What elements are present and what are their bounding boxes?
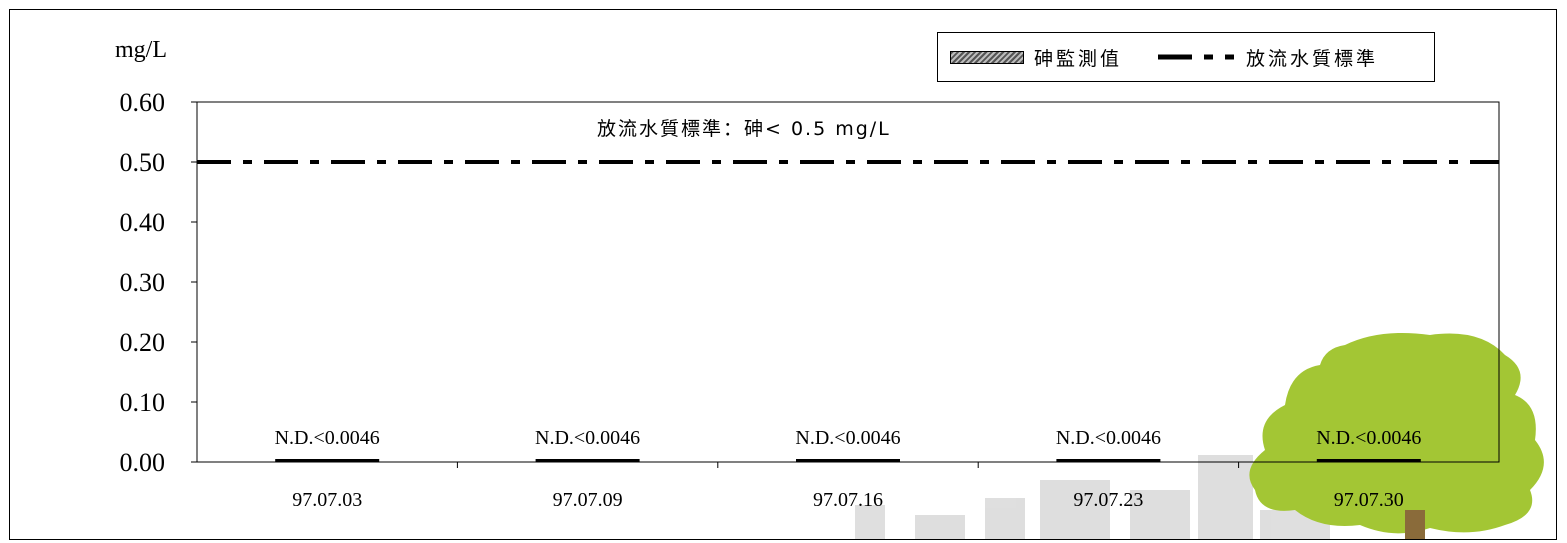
- bar: [796, 459, 900, 462]
- y-tick-label: 0.10: [120, 388, 166, 417]
- plot-area: mg/L 0.00 0.10 0.20 0.30 0.40 0.50 0.60 97.07.03…: [115, 37, 1500, 511]
- data-label: N.D.<0.0046: [275, 427, 380, 449]
- y-tick-label: 0.20: [120, 328, 166, 357]
- x-tick-label: 97.07.16: [813, 489, 883, 511]
- y-axis-label: mg/L: [115, 37, 167, 63]
- bar: [535, 459, 640, 462]
- y-tick-label: 0.60: [120, 88, 166, 117]
- data-label: N.D.<0.0046: [1056, 427, 1161, 449]
- y-tick-label: 0.00: [120, 448, 166, 477]
- data-label: N.D.<0.0046: [795, 427, 900, 449]
- bar: [1056, 459, 1161, 462]
- data-label: N.D.<0.0046: [535, 427, 640, 449]
- y-tick-label: 0.40: [120, 208, 166, 237]
- bar: [275, 459, 380, 462]
- legend-swatch-bar: [950, 50, 1024, 64]
- bar: [1316, 459, 1421, 462]
- legend: 砷監測值 放流水質標準: [937, 32, 1435, 82]
- legend-label-bar: 砷監測值: [1034, 47, 1123, 70]
- chart-svg: mg/L 0.00 0.10 0.20 0.30 0.40 0.50 0.60 97.07.03…: [115, 37, 1544, 539]
- y-tick-label: 0.30: [120, 268, 166, 297]
- x-tick-label: 97.07.23: [1073, 489, 1143, 511]
- x-tick-label: 97.07.03: [292, 489, 362, 511]
- x-tick-label: 97.07.30: [1334, 489, 1404, 511]
- building-decoration: [855, 455, 1330, 539]
- y-tick-label: 0.50: [120, 148, 166, 177]
- x-tick-label: 97.07.09: [553, 489, 623, 511]
- tree-decoration: [1249, 332, 1544, 539]
- chart-frame: mg/L 0.00 0.10 0.20 0.30 0.40 0.50 0.60 97.07.03…: [9, 9, 1557, 540]
- legend-label-reference-line: 放流水質標準: [1246, 47, 1379, 70]
- reference-line-annotation: 放流水質標準：砷< 0.5 mg/L: [597, 118, 891, 140]
- legend-swatch-reference-line: [1158, 54, 1235, 60]
- data-label: N.D.<0.0046: [1316, 427, 1421, 449]
